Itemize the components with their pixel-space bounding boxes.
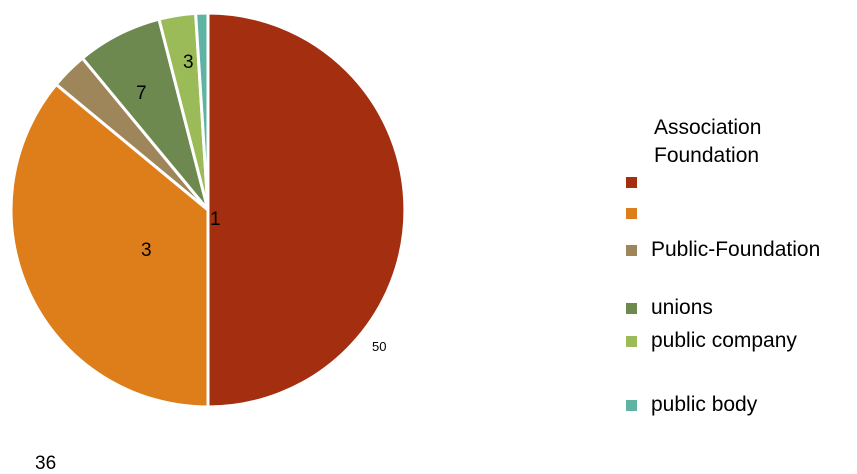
pie-slice-public-body <box>194 11 210 212</box>
data-label-unions: 7 <box>136 83 147 104</box>
legend-swatch <box>626 207 637 219</box>
legend-item-public-company: public company <box>626 329 797 352</box>
legend-item-unions: unions <box>626 296 713 319</box>
legend-swatch <box>626 302 637 314</box>
legend-header-line-2: Foundation <box>654 144 760 168</box>
pie-chart <box>9 11 407 409</box>
data-label-public-company: 3 <box>183 52 194 73</box>
legend-label: public company <box>651 329 797 352</box>
legend-swatch <box>626 399 637 411</box>
data-label-association: 50 <box>372 339 387 354</box>
data-label-foundation: 3 <box>141 240 152 261</box>
legend-swatch <box>626 335 637 347</box>
pie-slice-foundation <box>9 82 210 409</box>
legend-item-public-foundation: Public-Foundation <box>626 238 821 261</box>
legend-label: public body <box>651 393 758 416</box>
data-label-public-body: 1 <box>210 209 221 230</box>
legend-item-foundation <box>626 202 651 224</box>
legend-header: Association Foundation <box>654 114 761 171</box>
data-label-outside: 36 <box>35 453 57 474</box>
legend-item-association <box>626 171 651 193</box>
legend-item-public-body: public body <box>626 393 758 416</box>
legend-label: unions <box>651 296 713 319</box>
pie-slice-association <box>206 11 407 409</box>
legend-swatch <box>626 176 637 188</box>
legend-swatch <box>626 244 637 256</box>
legend: Association Foundation Public-Foundation… <box>626 0 857 474</box>
legend-label: Public-Foundation <box>651 238 821 261</box>
legend-header-line-1: Association <box>654 116 762 139</box>
